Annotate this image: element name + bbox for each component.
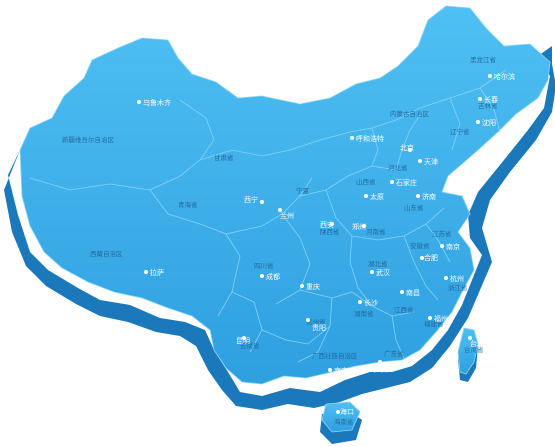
- province-label-liaoning: 辽宁省: [450, 127, 470, 136]
- city-label-changsha: 长沙: [364, 298, 378, 307]
- province-label-anhui: 安徽省: [410, 241, 430, 250]
- city-label-nanning: 南宁: [334, 366, 348, 375]
- city-label-fuzhou: 福州: [434, 314, 448, 323]
- province-label-inner-mongolia: 内蒙古自治区: [390, 109, 430, 118]
- province-label-shaanxi: 陕西省: [320, 227, 340, 236]
- taiwan-top: [457, 327, 479, 375]
- city-dot-nanning: [328, 368, 332, 372]
- city-dot-tianjin: [418, 159, 422, 163]
- province-label-ningxia: 宁夏: [296, 186, 310, 195]
- province-label-guizhou: 贵州省: [306, 317, 326, 326]
- province-label-zhejiang: 浙江省: [448, 283, 468, 292]
- city-dot-kunming: [242, 336, 246, 340]
- province-label-jiangsu: 江苏省: [432, 229, 452, 238]
- city-dot-chongqing: [300, 284, 304, 288]
- mainland-top: [19, 5, 551, 385]
- city-dot-changchun: [478, 97, 482, 101]
- city-label-guangzhou: 广州: [374, 365, 388, 374]
- province-label-gansu: 甘肃省: [214, 153, 234, 162]
- city-dot-xining: [260, 200, 264, 204]
- city-dot-hangzhou: [444, 276, 448, 280]
- province-label-yunnan: 云南省: [240, 341, 260, 350]
- province-label-hainan: 海南省: [334, 417, 354, 426]
- city-dot-beijing: [408, 148, 412, 152]
- city-label-zhengzhou: 郑州: [352, 223, 366, 231]
- city-dot-nanchang: [400, 290, 404, 294]
- province-label-henan: 河南省: [366, 227, 386, 236]
- city-dot-haikou: [336, 410, 340, 414]
- city-dot-fuzhou: [428, 316, 432, 320]
- city-dot-nanjing: [440, 244, 444, 248]
- city-dot-urumqi: [137, 100, 141, 104]
- city-label-harbin: 哈尔滨: [494, 72, 515, 81]
- city-dot-lhasa: [144, 270, 148, 274]
- province-label-jiangxi: 江西省: [394, 305, 414, 314]
- province-label-xinjiang: 新疆维吾尔自治区: [62, 135, 115, 144]
- province-label-qinghai: 青海省: [178, 200, 198, 209]
- province-label-sichuan: 四川省: [254, 261, 274, 270]
- city-dot-shenyang: [476, 120, 480, 124]
- province-label-guangdong: 广东省: [384, 349, 404, 358]
- city-dot-taipei: [468, 336, 472, 340]
- city-label-guiyang: 贵阳: [312, 323, 326, 332]
- province-label-fujian: 福建省: [424, 319, 444, 328]
- city-label-lanzhou: 兰州: [280, 211, 294, 220]
- city-dot-changsha: [358, 300, 362, 304]
- city-dot-zhengzhou: [362, 224, 366, 228]
- city-label-shijiazhuang: 石家庄: [396, 178, 417, 187]
- hainan-top: [321, 401, 361, 433]
- city-label-xian: 西安: [320, 220, 334, 229]
- province-label-jilin: 吉林省: [478, 101, 498, 110]
- city-label-hefei: 合肥: [424, 253, 438, 262]
- city-label-nanchang: 南昌: [406, 288, 420, 297]
- province-label-taiwan: 台湾省: [464, 345, 484, 354]
- city-label-xining: 西宁: [244, 195, 258, 204]
- city-label-beijing: 北京: [400, 143, 414, 152]
- city-label-chongqing: 重庆: [306, 282, 320, 291]
- city-label-tianjin: 天津: [424, 158, 438, 166]
- city-label-changchun: 长春: [484, 95, 498, 104]
- city-dot-harbin: [488, 74, 492, 78]
- city-label-taiyuan: 太原: [370, 192, 384, 201]
- city-dot-wuhan: [370, 270, 374, 274]
- city-label-chengdu: 成都: [266, 272, 280, 281]
- city-label-nanjing: 南京: [446, 242, 460, 251]
- city-dot-jinan: [416, 194, 420, 198]
- city-dot-shijiazhuang: [390, 180, 394, 184]
- city-label-lhasa: 拉萨: [150, 268, 164, 277]
- city-label-hohhot: 呼和浩特: [356, 134, 384, 143]
- city-dot-guangzhou: [378, 360, 382, 364]
- province-label-shandong: 山东省: [404, 203, 424, 212]
- city-dot-taiyuan: [364, 194, 368, 198]
- city-label-shenyang: 沈阳: [482, 118, 496, 127]
- city-dot-xian: [330, 222, 334, 226]
- province-label-heilongjiang: 黑龙江省: [470, 55, 497, 64]
- city-dot-guiyang: [306, 318, 310, 322]
- city-dot-hohhot: [350, 136, 354, 140]
- city-label-taipei: 台北: [470, 339, 484, 348]
- province-label-hunan: 湖南省: [354, 309, 374, 318]
- province-borders: [29, 69, 507, 363]
- province-label-hubei: 湖北省: [368, 259, 388, 268]
- city-label-kunming: 昆明: [236, 337, 250, 345]
- province-label-hebei: 河北省: [388, 163, 408, 172]
- city-label-hangzhou: 杭州: [450, 274, 464, 283]
- province-labels: 新疆维吾尔自治区 西藏自治区 青海省 甘肃省 宁夏 内蒙古自治区 黑龙江省 吉林…: [62, 55, 498, 426]
- mainland-extrusion: [4, 46, 555, 410]
- city-dot-chengdu: [260, 274, 264, 278]
- city-label-urumqi: 乌鲁木齐: [143, 98, 171, 107]
- city-label-haikou: 海口: [340, 407, 354, 416]
- city-markers: 乌鲁木齐 哈尔滨 长春 沈阳 呼和浩特 北京 天津 石家庄 太原 济南 西宁 兰…: [137, 72, 515, 416]
- province-label-guangxi: 广西壮族自治区: [312, 351, 358, 360]
- city-label-wuhan: 武汉: [376, 268, 390, 277]
- city-dot-lanzhou: [278, 208, 282, 212]
- province-label-tibet: 西藏自治区: [90, 249, 123, 258]
- province-label-shanxi: 山西省: [356, 177, 376, 186]
- city-label-jinan: 济南: [422, 192, 436, 201]
- city-dot-hefei: [420, 256, 424, 260]
